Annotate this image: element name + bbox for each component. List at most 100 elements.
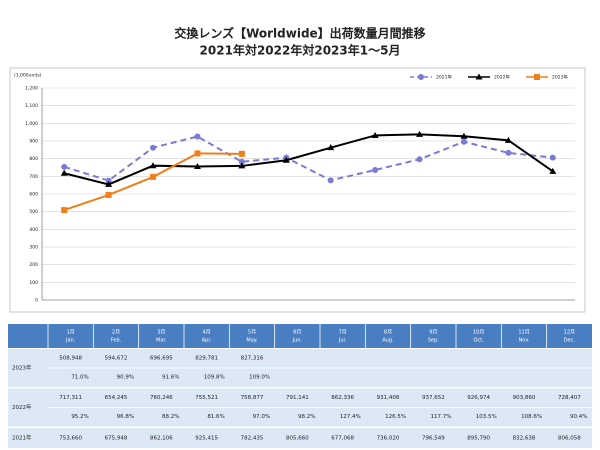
y-tick-label: 300	[29, 245, 38, 251]
cell-units: 677,068	[331, 436, 354, 442]
y-tick-label: 500	[29, 209, 38, 215]
cell-units: 796,549	[422, 436, 445, 442]
header-ja: 11月	[518, 330, 529, 336]
point	[238, 158, 245, 165]
header-ja: 8月	[384, 330, 392, 336]
legend-label: 2021年	[436, 74, 452, 81]
row-label: 2022年	[12, 403, 32, 411]
cell-units: 829,781	[195, 356, 218, 362]
series-line	[63, 152, 242, 212]
series-line	[63, 135, 553, 182]
cell-ratio: 91.6%	[162, 375, 179, 381]
cell-units: 758,877	[241, 395, 264, 401]
point	[549, 154, 556, 161]
point	[327, 177, 334, 184]
header-en: Dec.	[564, 338, 576, 344]
point	[504, 136, 512, 143]
point	[327, 144, 335, 151]
y-tick-label: 800	[29, 156, 38, 162]
header-ja: 1月	[67, 330, 75, 336]
header-en: Apr.	[202, 338, 212, 344]
y-tick-label: 100	[29, 280, 38, 286]
point	[105, 191, 112, 198]
row-bg	[8, 428, 592, 448]
cell-units: 755,521	[195, 395, 218, 401]
y-tick-label: 700	[29, 174, 38, 180]
header-ja: 12月	[564, 330, 575, 336]
point	[61, 207, 68, 214]
cell-units: 862,106	[150, 436, 173, 442]
cell-units: 827,316	[241, 356, 264, 362]
header-en: Jul.	[338, 338, 347, 344]
legend-label: 2022年	[494, 74, 510, 81]
header-ja: 4月	[203, 330, 211, 336]
point	[105, 177, 112, 184]
header-ja: 2月	[112, 330, 120, 336]
header-ja: 10月	[473, 330, 484, 336]
chart-subtitle: 2021年対2022年対2023年1～5月	[200, 43, 401, 58]
y-tick-label: 1,100	[25, 103, 38, 109]
point	[150, 144, 157, 151]
point	[238, 150, 245, 157]
header-ja: 7月	[339, 330, 347, 336]
header-en: Oct.	[474, 338, 485, 344]
cell-ratio: 90.4%	[570, 414, 587, 420]
cell-ratio: 109.8%	[204, 375, 225, 381]
cell-ratio: 108.6%	[521, 414, 542, 420]
point	[416, 156, 423, 163]
cell-units: 937,652	[422, 395, 445, 401]
cell-units: 782,435	[241, 436, 264, 442]
cell-ratio: 109.0%	[249, 375, 270, 381]
point	[282, 156, 290, 163]
cell-units: 717,311	[59, 395, 82, 401]
header-ja: 9月	[429, 330, 437, 336]
cell-ratio: 81.6%	[207, 414, 224, 420]
point	[475, 73, 483, 80]
row-label: 2021年	[12, 434, 32, 442]
cell-units: 594,672	[105, 356, 128, 362]
cell-ratio: 88.2%	[162, 414, 179, 420]
cell-units: 931,408	[377, 395, 400, 401]
point	[194, 133, 201, 140]
point	[105, 180, 113, 187]
point	[460, 138, 467, 145]
y-axis-label: (1,000units)	[14, 73, 42, 79]
cell-ratio: 127.4%	[340, 414, 361, 420]
header-en: Jan.	[65, 338, 76, 344]
point	[534, 74, 540, 80]
cell-units: 926,974	[467, 395, 490, 401]
table-header-bg	[8, 324, 592, 348]
cell-units: 862,336	[331, 395, 354, 401]
cell-units: 508,948	[59, 356, 82, 362]
header-en: Jun.	[292, 338, 303, 344]
point	[149, 162, 157, 169]
cell-units: 895,790	[467, 436, 490, 442]
point	[460, 132, 468, 139]
cell-ratio: 96.8%	[117, 414, 134, 420]
header-en: Feb.	[111, 338, 122, 344]
point	[416, 130, 424, 137]
cell-units: 806,058	[558, 436, 581, 442]
point	[372, 166, 379, 173]
y-tick-label: 900	[29, 139, 38, 145]
point	[505, 149, 512, 156]
cell-units: 903,860	[513, 395, 536, 401]
cell-ratio: 90.9%	[117, 375, 134, 381]
cell-ratio: 98.2%	[298, 414, 315, 420]
y-tick-label: 1,200	[25, 86, 38, 92]
cell-units: 832,638	[513, 436, 536, 442]
series-line	[63, 133, 554, 186]
cell-units: 736,020	[377, 436, 400, 442]
cell-ratio: 126.5%	[385, 414, 406, 420]
point	[549, 167, 557, 174]
y-tick-label: 0	[35, 298, 38, 304]
legend-label: 2023年	[552, 74, 568, 81]
header-ja: 5月	[248, 330, 256, 336]
header-en: Sep.	[428, 338, 439, 344]
point	[150, 173, 157, 180]
cell-units: 805,660	[286, 436, 309, 442]
y-tick-label: 1,000	[25, 121, 38, 127]
cell-units: 753,660	[59, 436, 82, 442]
row-label: 2023年	[12, 364, 32, 372]
header-en: Mar.	[156, 338, 167, 344]
